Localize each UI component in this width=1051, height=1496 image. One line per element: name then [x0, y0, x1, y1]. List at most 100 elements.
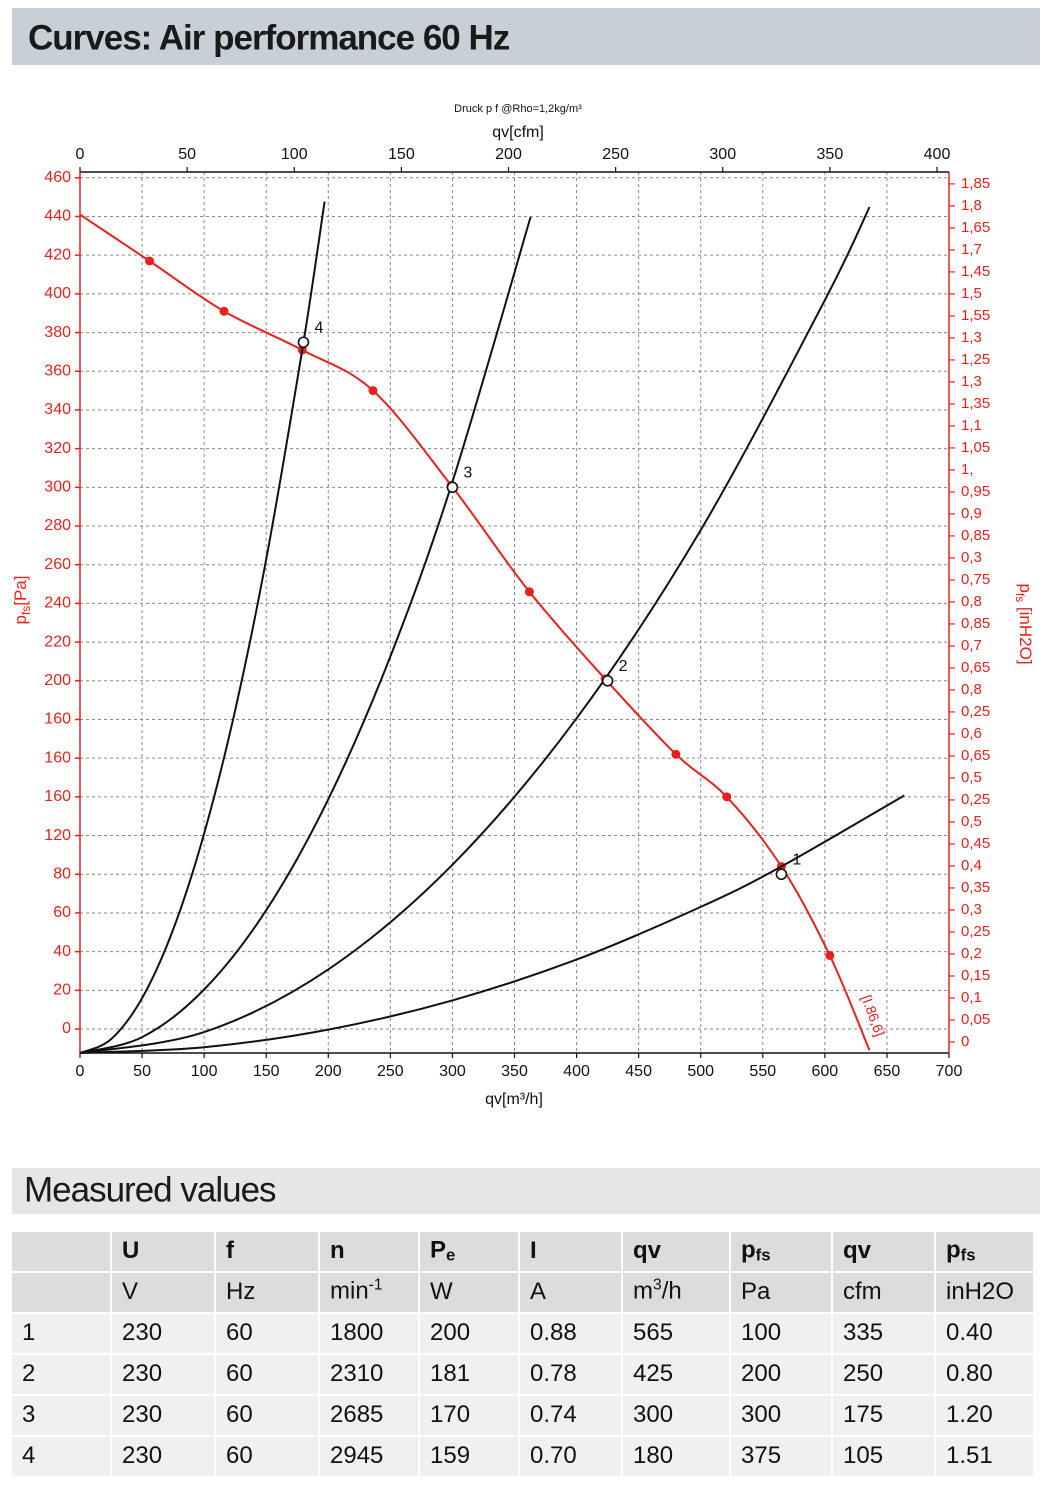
- x2-tick-label: 150: [388, 146, 415, 163]
- x-tick-label: 200: [315, 1063, 342, 1080]
- table-header: qv: [843, 1237, 872, 1264]
- y-tick-label: 300: [44, 479, 71, 496]
- y-tick-label: 160: [44, 711, 71, 728]
- y2-tick-label: 1,05: [961, 439, 990, 456]
- table-unit-sup: 3: [653, 1277, 662, 1294]
- table-value: 375: [741, 1442, 781, 1469]
- table-cell: [320, 1396, 418, 1435]
- table-cell: [520, 1314, 621, 1353]
- y-tick-label: 340: [44, 401, 71, 418]
- x-tick-label: 250: [377, 1063, 404, 1080]
- table-value: 175: [843, 1401, 883, 1428]
- table-value: 181: [430, 1360, 470, 1387]
- y2-tick-label: 0,8: [961, 681, 982, 698]
- table-value: 0.88: [530, 1319, 577, 1346]
- table-cell: [112, 1437, 214, 1476]
- table-unit-main: min: [330, 1278, 369, 1305]
- y2-tick-label: 0,25: [961, 791, 990, 808]
- table-cell: [320, 1437, 418, 1476]
- table-value: 159: [430, 1442, 470, 1469]
- y-tick-label: 460: [44, 169, 71, 186]
- y2-tick-label: 0,65: [961, 659, 990, 676]
- curve-marker: [368, 386, 378, 396]
- table-header-sub: fs: [961, 1246, 976, 1265]
- table-cell: [833, 1396, 934, 1435]
- operating-point-label: 4: [314, 319, 323, 336]
- table-value: 1.51: [946, 1442, 993, 1469]
- x2-tick-label: 100: [281, 146, 308, 163]
- table-value: 0.70: [530, 1442, 577, 1469]
- table-cell: [216, 1232, 318, 1271]
- table-cell: [520, 1232, 621, 1271]
- table-value: 300: [633, 1401, 673, 1428]
- table-header-sub: fs: [756, 1246, 771, 1265]
- y2-tick-label: 0,85: [961, 615, 990, 632]
- page-title: Curves: Air performance 60 Hz: [28, 18, 510, 57]
- curve: [79, 794, 905, 1054]
- y2-axis-label: pfs [inH2O]: [1013, 583, 1035, 664]
- y2-tick-label: 0,95: [961, 483, 990, 500]
- table-cell: [520, 1273, 621, 1312]
- table-unit: min-1: [330, 1277, 383, 1305]
- operating-point-label: 2: [619, 658, 628, 675]
- table-header: qv: [633, 1237, 662, 1264]
- table-value: 0.78: [530, 1360, 577, 1387]
- table-value: 250: [843, 1360, 883, 1387]
- table-unit: cfm: [843, 1278, 882, 1305]
- y2-tick-label: 0: [961, 1033, 969, 1050]
- y-tick-label: 420: [44, 246, 71, 263]
- table-unit: V: [122, 1278, 138, 1305]
- table-cell: [112, 1314, 214, 1353]
- y-axis-label-rest: [Pa]: [11, 576, 30, 606]
- table-value: 180: [633, 1442, 673, 1469]
- table-cell: [216, 1314, 318, 1353]
- table-cell: [12, 1355, 110, 1394]
- y2-tick-label: 1,: [961, 461, 974, 478]
- table-cell: [520, 1437, 621, 1476]
- y2-tick-label: 1,65: [961, 219, 990, 236]
- header-bar: [12, 8, 1040, 65]
- table-unit: inH2O: [946, 1278, 1014, 1305]
- y2-tick-label: 0,35: [961, 879, 990, 896]
- table-unit-rest: /h: [662, 1278, 682, 1305]
- y2-axis-label-sub: fs: [1013, 593, 1027, 602]
- x-tick-label: 550: [749, 1063, 776, 1080]
- table-cell: [623, 1437, 729, 1476]
- table-cell: [936, 1314, 1033, 1353]
- y2-tick-label: 0,3: [961, 901, 982, 918]
- y-axis-label-sub: fs: [19, 606, 33, 615]
- y-tick-label: 160: [44, 788, 71, 805]
- curve-marker: [825, 950, 835, 960]
- table-cell: [420, 1314, 518, 1353]
- table-cell: [833, 1314, 934, 1353]
- x-tick-label: 300: [439, 1063, 466, 1080]
- x-tick-label: 150: [253, 1063, 280, 1080]
- table-value: 230: [122, 1360, 162, 1387]
- table-value: 60: [226, 1401, 253, 1428]
- table-cell: [731, 1314, 831, 1353]
- table-cell: [112, 1273, 214, 1312]
- table-value: 0.74: [530, 1401, 577, 1428]
- table-cell: [320, 1273, 418, 1312]
- table-cell: [623, 1232, 729, 1271]
- table-cell: [216, 1355, 318, 1394]
- table-cell: [112, 1232, 214, 1271]
- operating-point-label: 3: [463, 465, 472, 482]
- y-tick-label: 360: [44, 362, 71, 379]
- table-value: 0.80: [946, 1360, 993, 1387]
- y2-tick-label: 0,2: [961, 945, 982, 962]
- x2-axis-label: qv[cfm]: [492, 124, 544, 141]
- table-cell: [420, 1273, 518, 1312]
- y2-tick-label: 1,5: [961, 285, 982, 302]
- table-cell: [12, 1396, 110, 1435]
- x2-tick-label: 50: [178, 146, 196, 163]
- table-cell: [731, 1437, 831, 1476]
- table-cell: [731, 1273, 831, 1312]
- table-cell: [12, 1273, 110, 1312]
- operating-point: [601, 674, 614, 687]
- table-cell: [420, 1437, 518, 1476]
- table-cell: [731, 1396, 831, 1435]
- y2-tick-label: 1,25: [961, 351, 990, 368]
- table-cell: [216, 1273, 318, 1312]
- table-value: 60: [226, 1319, 253, 1346]
